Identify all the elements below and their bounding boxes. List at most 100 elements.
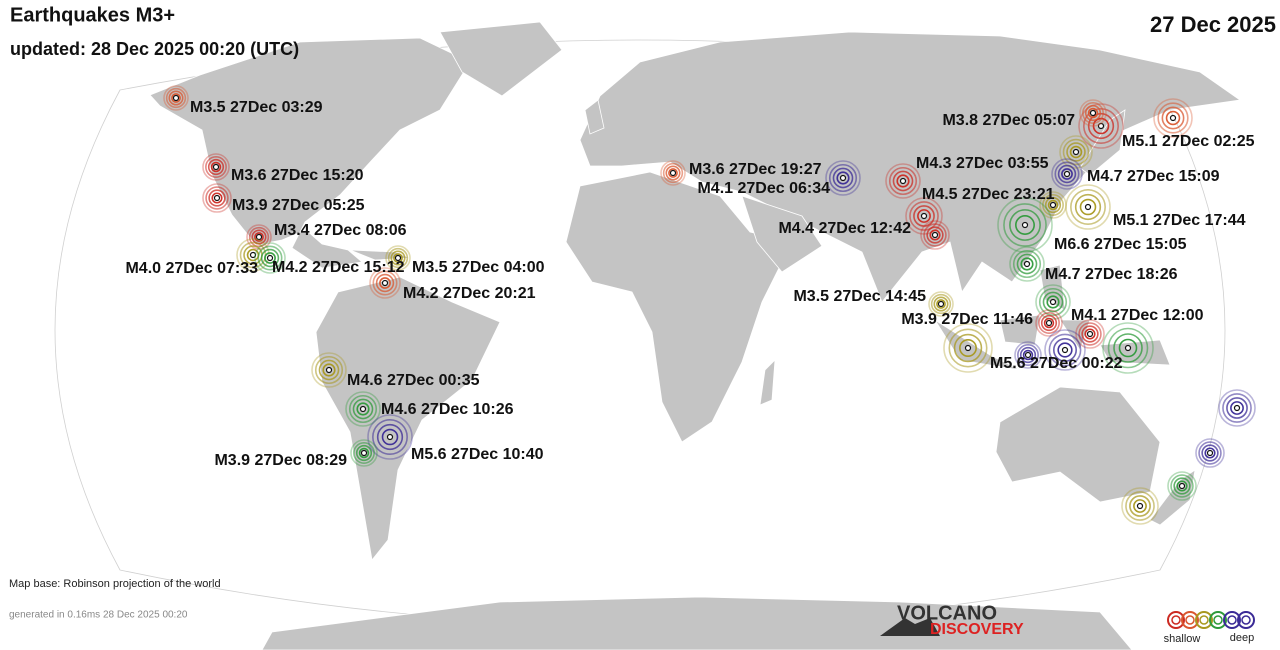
- marker-ring: [1038, 312, 1060, 334]
- marker-ring: [1057, 164, 1077, 184]
- marker-ring: [1201, 444, 1219, 462]
- arabia: [741, 195, 823, 273]
- marker-ring: [1173, 477, 1191, 495]
- quake-label: M3.9 27Dec 08:29: [214, 452, 347, 469]
- marker-ring: [355, 444, 373, 462]
- marker-ring: [379, 277, 391, 289]
- legend-ring: [1213, 615, 1223, 625]
- marker-ring: [1084, 104, 1102, 122]
- quake-marker: [1039, 191, 1067, 219]
- marker-ring: [662, 162, 684, 184]
- marker-center: [1206, 449, 1214, 457]
- marker-ring: [888, 166, 918, 196]
- philippines: [1039, 264, 1066, 311]
- marker-center: [899, 177, 907, 185]
- marker-ring: [1019, 346, 1037, 364]
- quake-label: M4.7 27Dec 18:26: [1045, 266, 1178, 283]
- marker-ring: [920, 220, 950, 250]
- legend-ring: [1237, 611, 1255, 629]
- quake-marker: [1102, 322, 1154, 374]
- marker-center: [1084, 203, 1092, 211]
- marker-ring: [668, 168, 678, 178]
- legend-ring: [1199, 615, 1209, 625]
- marker-ring: [928, 291, 954, 317]
- logo-line1: VOLCANO: [897, 602, 997, 624]
- marker-ring: [1044, 329, 1086, 371]
- marker-ring: [318, 359, 340, 381]
- marker-center: [266, 254, 274, 262]
- marker-ring: [1046, 295, 1060, 309]
- quake-marker: [350, 439, 378, 467]
- marker-ring: [1048, 333, 1082, 367]
- marker-ring: [1230, 401, 1244, 415]
- marker-ring: [1087, 107, 1099, 119]
- marker-ring: [205, 156, 227, 178]
- marker-ring: [1043, 317, 1055, 329]
- logo: VOLCANO DISCOVERY: [880, 602, 1024, 638]
- marker-ring: [1082, 102, 1104, 124]
- marker-ring: [933, 296, 949, 312]
- quake-marker: [660, 160, 686, 186]
- quake-marker: [1035, 309, 1063, 337]
- quake-labels: M3.5 27Dec 03:29 M3.6 27Dec 15:20 M3.9 27D…: [125, 99, 1254, 469]
- marker-ring: [909, 201, 939, 231]
- legend-ring: [1171, 615, 1181, 625]
- marker-center: [249, 251, 257, 259]
- legend-deep: deep: [1230, 632, 1254, 644]
- marker-ring: [387, 247, 409, 269]
- marker-center: [394, 254, 402, 262]
- marker-ring: [208, 189, 226, 207]
- marker-center: [964, 344, 972, 352]
- indonesia: [934, 314, 1171, 371]
- date: 27 Dec 2025: [1150, 12, 1276, 37]
- marker-ring: [953, 333, 983, 363]
- marker-center: [381, 279, 389, 287]
- marker-ring: [948, 328, 988, 368]
- quake-label: M4.6 27Dec 10:26: [381, 401, 514, 418]
- marker-center: [172, 94, 180, 102]
- marker-ring: [1170, 474, 1194, 498]
- quake-marker: [345, 391, 381, 427]
- marker-center: [931, 231, 939, 239]
- marker-ring: [311, 352, 347, 388]
- updated: updated: 28 Dec 2025 00:20 (UTC): [10, 39, 299, 59]
- marker-ring: [917, 209, 931, 223]
- marker-center: [386, 433, 394, 441]
- marker-ring: [1165, 110, 1181, 126]
- quake-label: M3.5 27Dec 04:00: [412, 259, 545, 276]
- marker-ring: [1038, 287, 1068, 317]
- legend-ring: [1167, 611, 1185, 629]
- logo-volcano: [880, 618, 940, 636]
- marker-ring: [254, 242, 286, 274]
- quake-marker: [997, 197, 1053, 253]
- marker-ring: [356, 402, 370, 416]
- quake-label: M5.6 27Dec 00:22: [990, 355, 1123, 372]
- madagascar: [759, 358, 776, 406]
- marker-ring: [211, 192, 223, 204]
- quake-label: M4.1 27Dec 06:34: [697, 180, 830, 197]
- marker-ring: [828, 163, 858, 193]
- marker-ring: [358, 447, 370, 459]
- quake-label: M3.4 27Dec 08:06: [274, 222, 407, 239]
- quake-marker: [202, 183, 232, 213]
- marker-ring: [1042, 194, 1064, 216]
- marker-ring: [1061, 168, 1073, 180]
- quake-marker: [1009, 246, 1045, 282]
- marker-ring: [202, 153, 230, 181]
- marker-ring: [1069, 145, 1083, 159]
- marker-ring: [1157, 102, 1189, 134]
- marker-ring: [923, 223, 947, 247]
- legend-ring: [1241, 615, 1251, 625]
- marker-ring: [165, 87, 187, 109]
- antarctica: [261, 596, 1133, 650]
- quake-marker: [1059, 135, 1093, 169]
- marker-ring: [1035, 284, 1071, 320]
- quake-label: M4.3 27Dec 03:55: [916, 155, 1049, 172]
- marker-ring: [1078, 103, 1124, 149]
- marker-ring: [1047, 199, 1059, 211]
- marker-center: [669, 169, 677, 177]
- quake-marker: [928, 291, 954, 317]
- marker-ring: [236, 238, 270, 272]
